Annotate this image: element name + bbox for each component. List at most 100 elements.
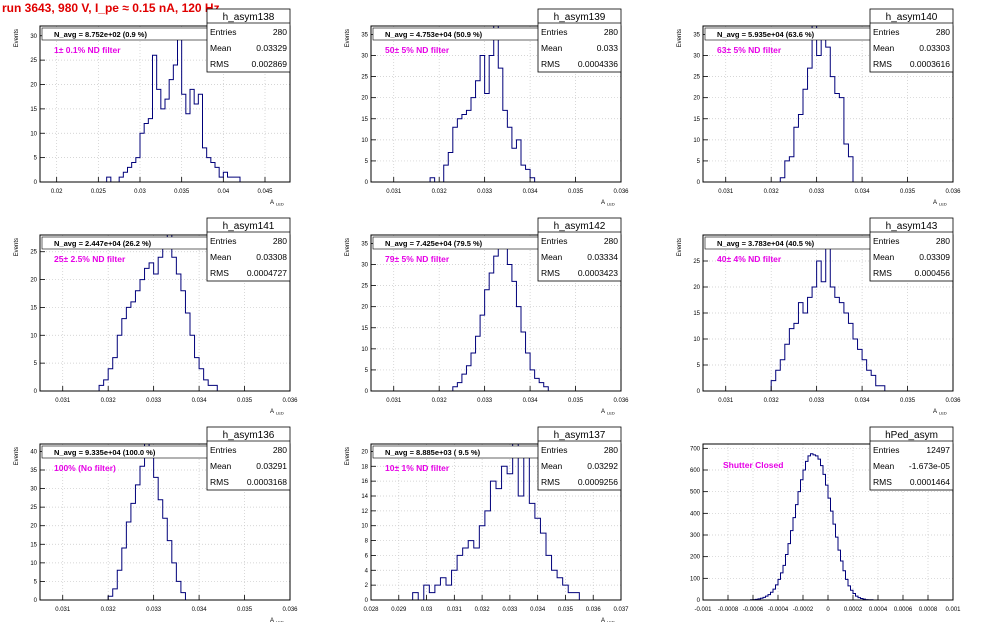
- stats-key-mean: Mean: [873, 461, 895, 471]
- y-tick-label: 15: [693, 311, 700, 317]
- y-tick-label: 30: [693, 54, 700, 60]
- navg-label: N_avg = 5.935e+04 (63.6 %): [717, 30, 815, 39]
- stats-title: h_asym141: [223, 221, 275, 232]
- y-tick-label: 35: [361, 241, 368, 247]
- y-tick-label: 20: [30, 83, 37, 89]
- x-axis-title: A LED: [270, 200, 284, 207]
- y-tick-label: 10: [361, 524, 368, 530]
- y-tick-label: 25: [361, 75, 368, 81]
- navg-label: N_avg = 7.425e+04 (79.5 %): [385, 239, 483, 248]
- x-tick-label: 0.031: [55, 607, 71, 613]
- x-axis-title: A LED: [601, 200, 615, 207]
- y-tick-label: 10: [693, 337, 700, 343]
- navg-label: N_avg = 8.885e+03 ( 9.5 %): [385, 448, 481, 457]
- x-tick-label: 0.034: [855, 189, 871, 195]
- x-tick-label: 0.034: [523, 398, 539, 404]
- stats-value-entries: 280: [604, 445, 618, 455]
- plot-frame: [39, 443, 291, 601]
- y-tick-label: 0: [34, 180, 38, 186]
- y-tick-label: 14: [361, 494, 368, 500]
- histogram-panel-h_asym141: 0.031 0.032 0.033 0.034 0.035 0.036 0 5 10 15 20 25…: [14, 217, 298, 416]
- y-tick-label: 6: [365, 553, 369, 559]
- stats-key-rms: RMS: [873, 268, 892, 278]
- stats-key-mean: Mean: [873, 252, 895, 262]
- stats-box: [206, 8, 291, 73]
- x-axis-title: A LED: [601, 618, 615, 622]
- y-tick-label: 5: [697, 159, 701, 165]
- filter-annotation: 100% (No filter): [54, 463, 116, 473]
- histogram-panel-h_asym142: 0.031 0.032 0.033 0.034 0.035 0.036 0 5 10 15 20 25…: [345, 217, 629, 416]
- y-tick-label: 15: [30, 542, 37, 548]
- x-tick-label: 0.031: [386, 189, 402, 195]
- x-tick-label: 0.036: [586, 607, 602, 613]
- stats-value-entries: 280: [936, 27, 950, 37]
- stats-box: [537, 8, 622, 73]
- plot-frame: [39, 234, 291, 392]
- y-tick-label: 5: [365, 368, 369, 374]
- stats-title: h_asym138: [223, 12, 275, 23]
- x-tick-label: 0.035: [174, 189, 190, 195]
- x-tick-label: 0.033: [146, 607, 162, 613]
- x-tick-label: 0.034: [855, 398, 871, 404]
- stats-key-entries: Entries: [210, 27, 236, 37]
- x-tick-label: 0.034: [192, 607, 208, 613]
- y-tick-label: 2: [365, 583, 369, 589]
- x-tick-label: 0.036: [613, 398, 629, 404]
- y-tick-label: 700: [690, 446, 701, 452]
- y-tick-label: 0: [697, 389, 701, 395]
- y-tick-label: 40: [30, 449, 37, 455]
- x-tick-label: 0.045: [257, 189, 273, 195]
- y-tick-label: 0: [365, 598, 369, 604]
- y-tick-label: 20: [361, 305, 368, 311]
- x-tick-label: -0.001: [694, 607, 712, 613]
- plot-frame: [370, 443, 622, 601]
- stats-key-entries: Entries: [210, 236, 236, 246]
- x-tick-label: 0.029: [391, 607, 407, 613]
- y-tick-label: 30: [30, 34, 37, 40]
- y-axis-title: Events: [14, 29, 20, 47]
- stats-value-rms: 0.000456: [915, 268, 951, 278]
- stats-value-mean: 0.03329: [256, 43, 287, 53]
- stats-value-entries: 12497: [926, 445, 950, 455]
- y-tick-label: 20: [361, 449, 368, 455]
- stats-key-rms: RMS: [541, 268, 560, 278]
- histogram-panel-h_asym136: 0.031 0.032 0.033 0.034 0.035 0.036 0 5 10 15 20 25…: [14, 426, 298, 622]
- filter-annotation: 1± 0.1% ND filter: [54, 45, 121, 55]
- histogram-series: [750, 453, 881, 601]
- stats-key-entries: Entries: [873, 27, 899, 37]
- x-tick-label: 0.031: [447, 607, 463, 613]
- filter-annotation: 63± 5% ND filter: [717, 45, 782, 55]
- stats-box: [869, 426, 954, 491]
- navg-label: N_avg = 4.753e+04 (50.9 %): [385, 30, 483, 39]
- x-tick-label: 0.031: [386, 398, 402, 404]
- stats-value-rms: 0.0001464: [910, 477, 950, 487]
- y-axis-title: Events: [345, 29, 351, 47]
- stats-key-mean: Mean: [210, 252, 232, 262]
- x-axis-title: A LED: [933, 200, 947, 207]
- stats-value-rms: 0.002869: [252, 59, 288, 69]
- y-tick-label: 30: [30, 487, 37, 493]
- y-tick-label: 300: [690, 533, 701, 539]
- stats-value-mean: 0.03292: [587, 461, 618, 471]
- x-tick-label: 0: [826, 607, 830, 613]
- x-axis-title: A LED: [270, 409, 284, 416]
- y-tick-label: 20: [30, 278, 37, 284]
- x-tick-label: 0.033: [477, 189, 493, 195]
- y-tick-label: 15: [693, 117, 700, 123]
- run-title: run 3643, 980 V, I_pe ≈ 0.15 nA, 120 Hz: [2, 1, 220, 15]
- x-tick-label: 0.036: [282, 398, 298, 404]
- y-tick-label: 20: [693, 96, 700, 102]
- x-tick-label: 0.032: [764, 398, 780, 404]
- stats-value-entries: 280: [273, 236, 287, 246]
- y-tick-label: 25: [693, 75, 700, 81]
- stats-key-mean: Mean: [873, 43, 895, 53]
- stats-key-mean: Mean: [210, 461, 232, 471]
- stats-key-entries: Entries: [541, 445, 567, 455]
- x-tick-label: 0.028: [363, 607, 379, 613]
- stats-box: [537, 217, 622, 282]
- x-tick-label: 0.03: [421, 607, 433, 613]
- stats-value-entries: 280: [604, 27, 618, 37]
- y-tick-label: 10: [30, 561, 37, 567]
- y-tick-label: 5: [365, 159, 369, 165]
